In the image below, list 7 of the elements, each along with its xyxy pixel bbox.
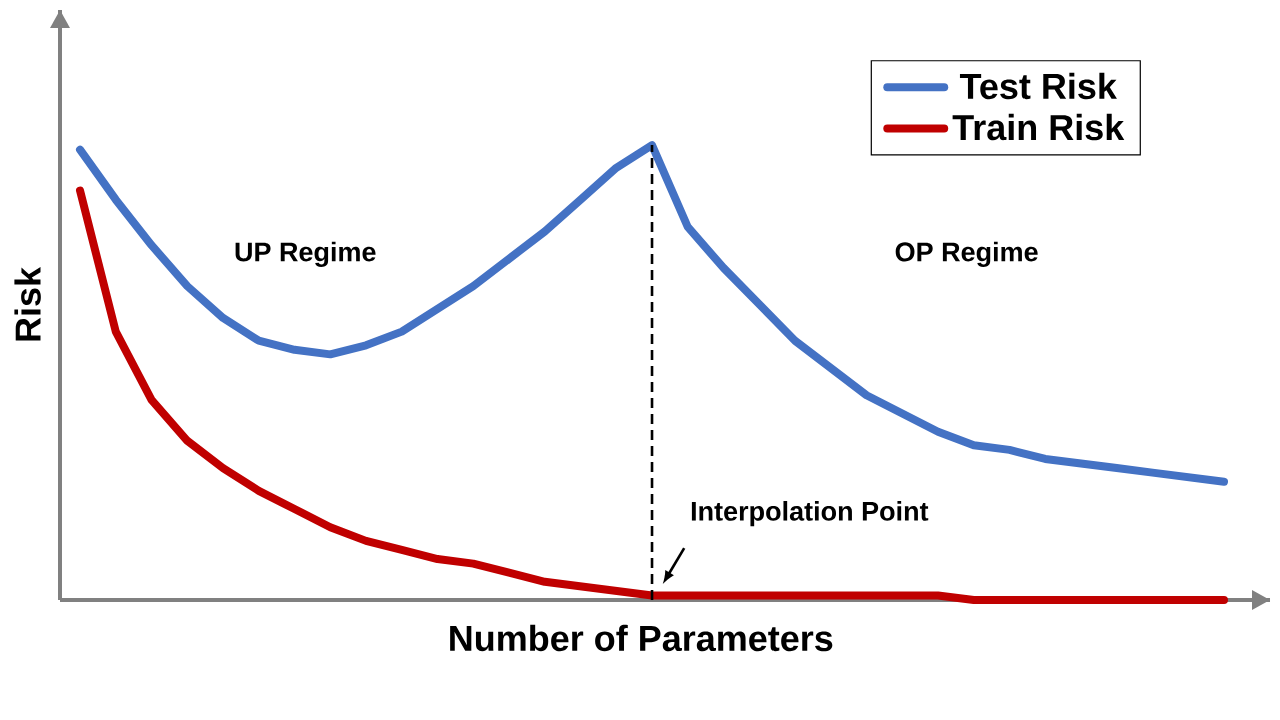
y-axis-title: Risk: [14, 266, 41, 341]
legend-label: Train Risk: [952, 113, 1125, 141]
legend-label: Test Risk: [959, 72, 1117, 100]
annotation: Interpolation Point: [691, 500, 929, 527]
annotation: UP Regime: [235, 241, 376, 267]
annotation: OP Regime: [895, 241, 1038, 267]
x-axis-title: Number of Parameters: [450, 624, 833, 652]
